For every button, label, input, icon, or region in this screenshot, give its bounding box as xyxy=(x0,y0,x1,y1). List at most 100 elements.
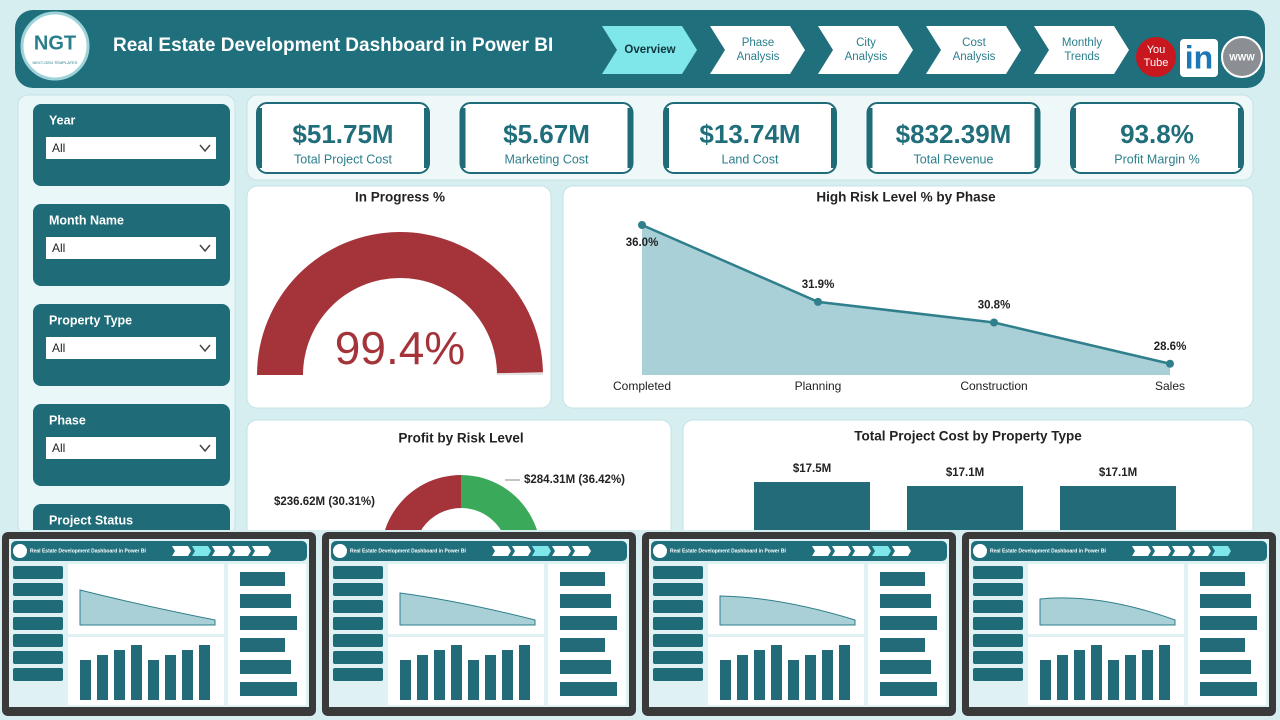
filter-label: Year xyxy=(49,113,76,127)
thumb-bar xyxy=(1040,660,1051,700)
risk-area xyxy=(642,225,1170,375)
kpi-value: $13.74M xyxy=(699,119,800,149)
nav-label: Analysis xyxy=(737,51,780,63)
thumb-bar xyxy=(148,660,159,700)
nav-label: City xyxy=(856,37,876,49)
linkedin-icon[interactable] xyxy=(1180,39,1218,77)
data-label: $236.62M (30.31%) xyxy=(274,496,375,508)
nav-label: Analysis xyxy=(953,51,996,63)
chart-title: Profit by Risk Level xyxy=(398,431,523,446)
thumb-bar xyxy=(1108,660,1119,700)
filter-label: Month Name xyxy=(49,213,124,227)
thumb-bar xyxy=(1074,650,1085,700)
chart-title: Total Project Cost by Property Type xyxy=(854,429,1082,444)
thumb-tab xyxy=(192,546,211,556)
thumb-bar xyxy=(1200,572,1245,586)
thumb-bar xyxy=(199,645,210,700)
filter-value: All xyxy=(52,441,65,455)
thumb-bar xyxy=(1159,645,1170,700)
thumb-title: Real Estate Development Dashboard in Pow… xyxy=(670,548,786,554)
thumb-bar xyxy=(240,594,291,608)
thumb-filter xyxy=(653,583,703,596)
logo-sub: NEXT-GEN TEMPLATES xyxy=(33,60,78,65)
kpi-accent xyxy=(627,108,633,168)
thumb-tab xyxy=(872,546,891,556)
page-thumbnail[interactable]: Real Estate Development Dashboard in Pow… xyxy=(642,532,956,716)
kpi-label: Land Cost xyxy=(722,152,780,166)
thumb-bar xyxy=(131,645,142,700)
kpi-value: $5.67M xyxy=(503,119,590,149)
thumb-bar xyxy=(114,650,125,700)
thumb-tab xyxy=(1152,546,1171,556)
nav-tab[interactable] xyxy=(602,26,697,74)
thumb-tab xyxy=(1212,546,1231,556)
thumb-bar xyxy=(80,660,91,700)
chart-title: High Risk Level % by Phase xyxy=(816,190,996,205)
nav-label: Overview xyxy=(624,44,675,56)
thumb-filter xyxy=(973,600,1023,613)
thumb-bar xyxy=(560,638,605,652)
thumb-tab xyxy=(492,546,511,556)
thumb-bar xyxy=(451,645,462,700)
thumb-bar xyxy=(97,655,108,700)
filter-dropdown[interactable] xyxy=(46,337,216,359)
thumb-tab xyxy=(1172,546,1191,556)
thumb-bar xyxy=(434,650,445,700)
thumb-filter xyxy=(13,668,63,681)
thumb-tab xyxy=(812,546,831,556)
thumb-bar xyxy=(560,594,611,608)
thumb-tab xyxy=(552,546,571,556)
thumb-bar xyxy=(560,572,605,586)
risk-point xyxy=(814,297,822,306)
filter-dropdown[interactable] xyxy=(46,137,216,159)
nav-label: Analysis xyxy=(845,51,888,63)
thumb-bar xyxy=(560,616,617,630)
thumb-tab xyxy=(252,546,271,556)
logo xyxy=(20,11,90,81)
icon-text: You xyxy=(1147,44,1166,56)
page-thumbnail[interactable]: Real Estate Development Dashboard in Pow… xyxy=(962,532,1276,716)
kpi-label: Profit Margin % xyxy=(1114,152,1199,166)
thumb-filter xyxy=(333,617,383,630)
thumb-filter xyxy=(653,617,703,630)
kpi-accent xyxy=(831,108,836,168)
filter-dropdown[interactable] xyxy=(46,237,216,259)
web-icon[interactable] xyxy=(1221,36,1263,78)
thumb-bar xyxy=(182,650,193,700)
nav-label: Monthly xyxy=(1062,37,1103,49)
kpi-value: $51.75M xyxy=(292,119,393,149)
filter-dropdown[interactable] xyxy=(46,437,216,459)
filter-value: All xyxy=(52,341,65,355)
filter-label: Phase xyxy=(49,413,86,427)
page-thumbnail[interactable]: Real Estate Development Dashboard in Pow… xyxy=(322,532,636,716)
thumb-area xyxy=(399,592,536,626)
youtube-icon[interactable] xyxy=(1136,37,1176,77)
filter-value: All xyxy=(52,141,65,155)
thumb-filter xyxy=(13,583,63,596)
thumb-filter xyxy=(13,600,63,613)
thumb-logo xyxy=(333,544,347,558)
nav-tab[interactable] xyxy=(818,26,913,74)
nav-tab[interactable] xyxy=(926,26,1021,74)
thumb-filter xyxy=(333,600,383,613)
thumb-bar xyxy=(519,645,530,700)
kpi-accent xyxy=(867,108,873,168)
risk-line xyxy=(641,223,1171,365)
thumb-bar xyxy=(822,650,833,700)
thumb-bar xyxy=(240,660,291,674)
thumb-filter xyxy=(973,668,1023,681)
thumb-bar xyxy=(880,616,937,630)
kpi-accent xyxy=(424,108,429,168)
dropdown-arrow xyxy=(199,444,211,453)
nav-label: Phase xyxy=(742,37,775,49)
page-thumbnail[interactable]: Real Estate Development Dashboard in Pow… xyxy=(2,532,316,716)
thumb-bar xyxy=(560,682,617,696)
thumb-tab xyxy=(172,546,191,556)
data-label: $284.31M (36.42%) xyxy=(524,474,625,486)
nav-tab[interactable] xyxy=(710,26,805,74)
thumb-filter xyxy=(653,668,703,681)
thumb-filter xyxy=(13,651,63,664)
nav-tab[interactable] xyxy=(1034,26,1129,74)
thumb-tab xyxy=(1132,546,1151,556)
thumb-panel xyxy=(868,564,946,705)
